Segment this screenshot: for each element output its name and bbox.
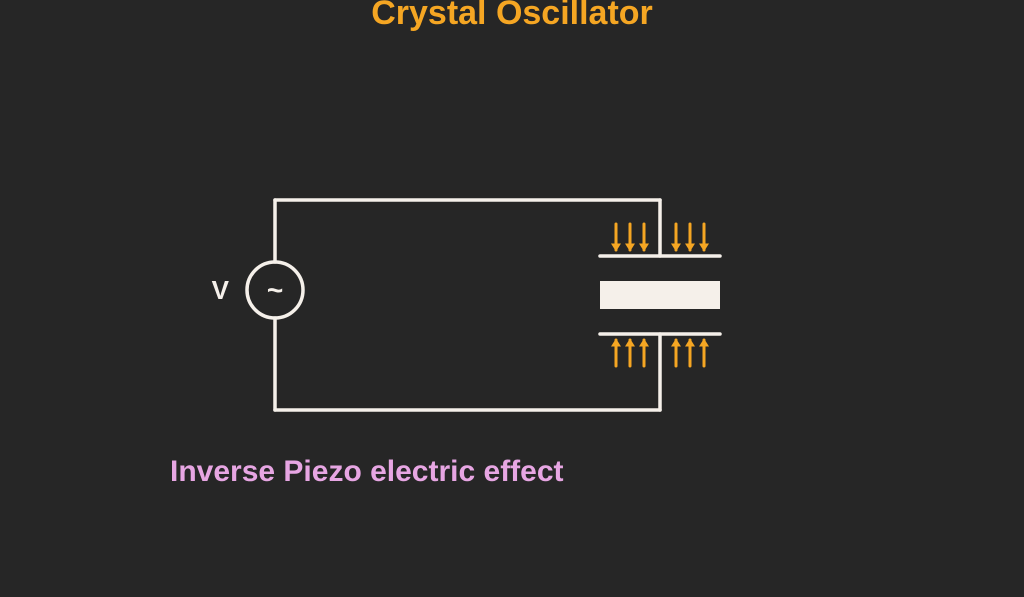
source-label: V	[212, 275, 230, 305]
circuit-svg: ~V	[0, 0, 1024, 597]
crystal-body	[600, 281, 720, 309]
ac-symbol: ~	[267, 275, 283, 306]
pressure-arrow	[611, 339, 621, 367]
diagram-caption: Inverse Piezo electric effect	[170, 455, 564, 489]
pressure-arrow	[639, 339, 649, 367]
pressure-arrow	[699, 339, 709, 367]
pressure-arrow	[685, 339, 695, 367]
pressure-arrow	[699, 224, 709, 252]
pressure-arrow	[611, 224, 621, 252]
pressure-arrow	[671, 224, 681, 252]
diagram-canvas: Crystal Oscillator Inverse Piezo electri…	[0, 0, 1024, 597]
pressure-arrow	[625, 339, 635, 367]
pressure-arrow	[685, 224, 695, 252]
pressure-arrow	[625, 224, 635, 252]
pressure-arrow	[671, 339, 681, 367]
diagram-title: Crystal Oscillator	[0, 0, 1024, 33]
pressure-arrow	[639, 224, 649, 252]
